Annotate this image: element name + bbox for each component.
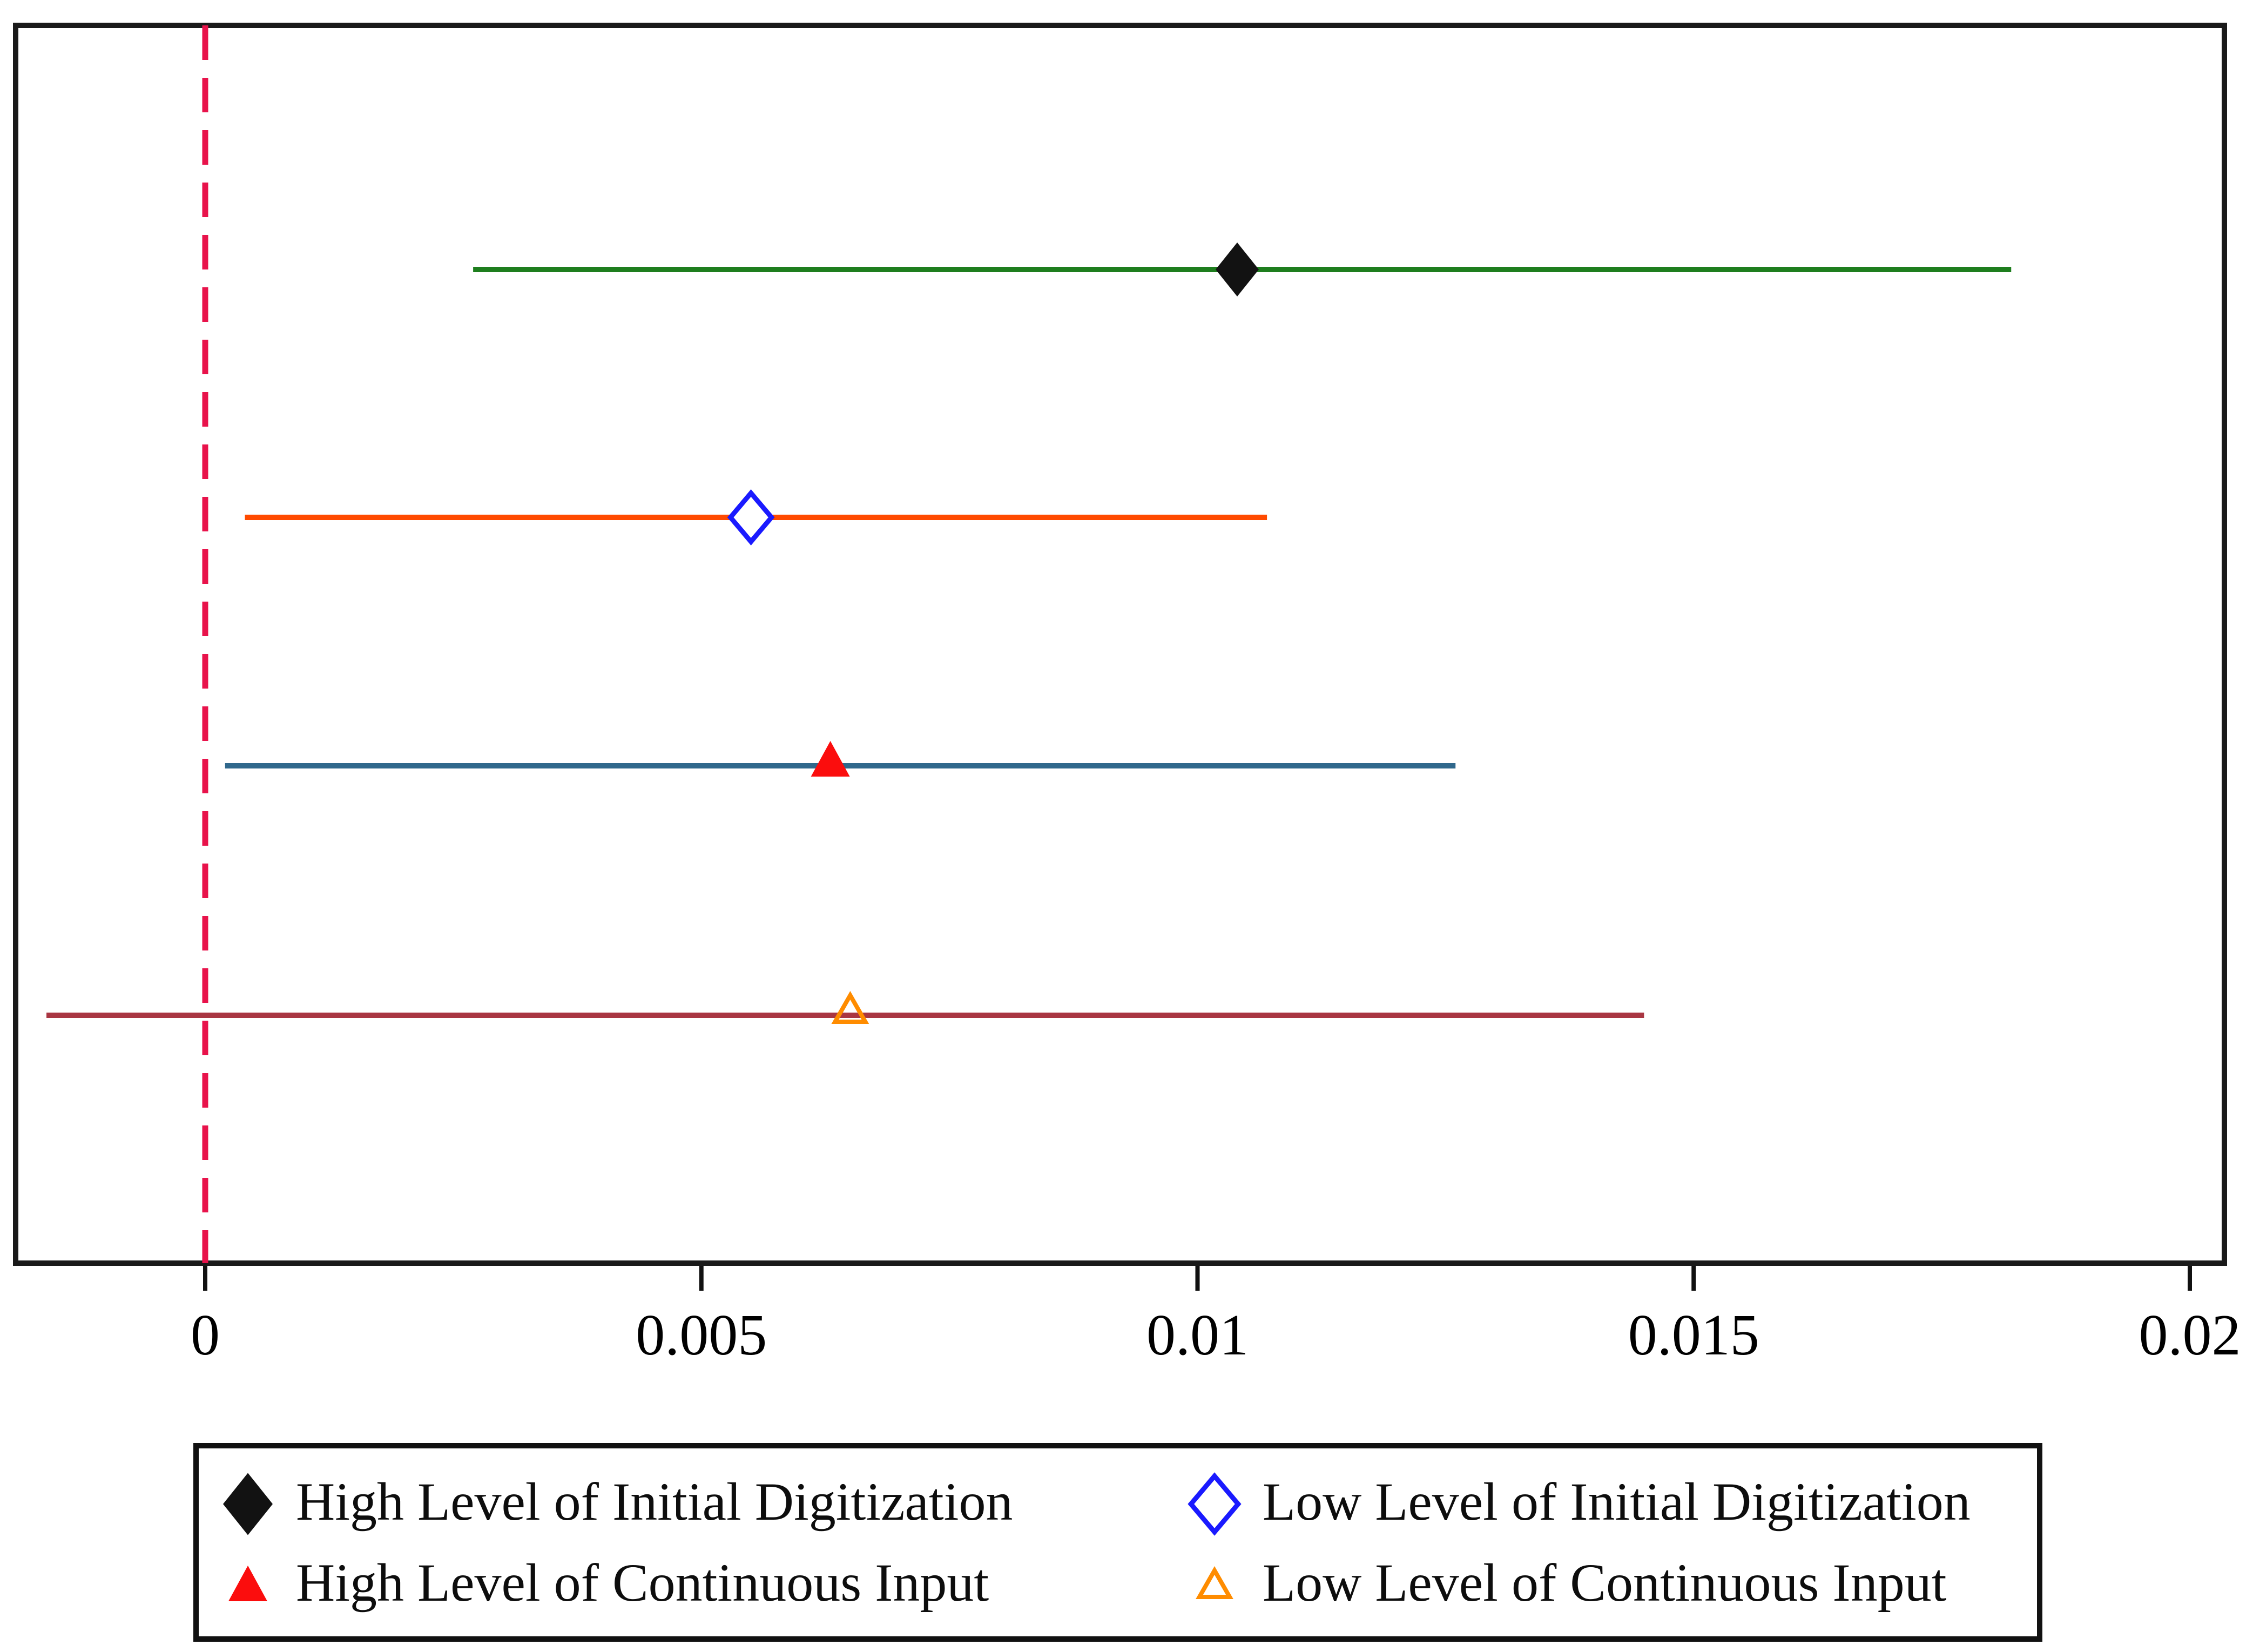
x-tick-label: 0.015 [1628, 1303, 1759, 1367]
filled-triangle-icon [218, 1545, 278, 1626]
legend-item-low-initial-digitization: Low Level of Initial Digitization [1185, 1464, 2026, 1545]
x-tick-label: 0.02 [2139, 1303, 2241, 1367]
legend-item-high-continuous-input: High Level of Continuous Input [218, 1545, 1185, 1626]
plot-area [13, 23, 2227, 1266]
open-diamond-marker [1188, 1472, 1242, 1536]
filled-diamond-glyph [223, 1473, 273, 1535]
legend-label: High Level of Continuous Input [296, 1553, 989, 1613]
x-tick-label: 0.01 [1146, 1303, 1249, 1367]
filled-triangle-glyph [228, 1566, 267, 1601]
open-triangle-marker [831, 990, 869, 1024]
legend-item-high-initial-digitization: High Level of Initial Digitization [218, 1464, 1185, 1545]
filled-diamond-marker [223, 1473, 273, 1535]
x-tick-label: 0.005 [636, 1303, 767, 1367]
filled-diamond-marker [1216, 242, 1259, 296]
legend-label: High Level of Initial Digitization [296, 1472, 1013, 1532]
filled-triangle-marker [228, 1566, 267, 1601]
legend: High Level of Initial Digitization Low L… [193, 1443, 2042, 1642]
filled-diamond-icon [218, 1464, 278, 1545]
open-triangle-marker [1196, 1566, 1233, 1599]
legend-item-low-continuous-input: Low Level of Continuous Input [1185, 1545, 2026, 1626]
legend-label: Low Level of Continuous Input [1263, 1553, 1947, 1613]
open-diamond-marker [727, 489, 775, 545]
open-triangle-glyph [1196, 1566, 1233, 1599]
legend-label: Low Level of Initial Digitization [1263, 1472, 1971, 1532]
open-diamond-icon [1185, 1464, 1244, 1545]
filled-triangle-marker [811, 741, 850, 777]
x-tick-label: 0 [191, 1303, 220, 1367]
open-triangle-icon [1185, 1545, 1244, 1626]
open-diamond-glyph [1188, 1472, 1242, 1536]
